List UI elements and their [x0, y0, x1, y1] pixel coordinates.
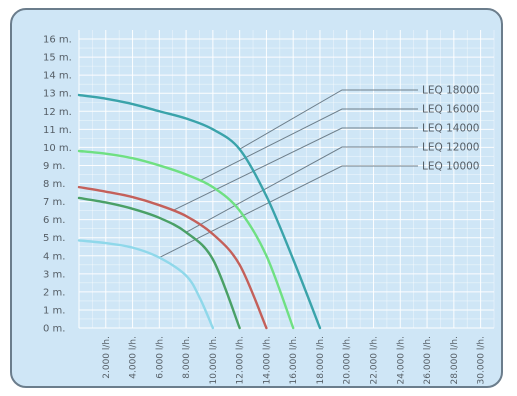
- y-tick-label: 11 m.: [43, 125, 72, 136]
- y-tick-label: 15 m.: [43, 53, 72, 64]
- y-tick-label: 16 m.: [43, 35, 72, 46]
- x-tick-label: 10.000 l/h.: [209, 336, 219, 384]
- legend-leader-lines: [159, 89, 418, 259]
- grid: [78, 30, 495, 329]
- x-tick-label: 6.000 l/h.: [155, 336, 165, 379]
- legend: LEQ 18000 LEQ 16000 LEQ 14000 LEQ 12000 LEQ …: [422, 85, 480, 173]
- chart-frame: 0 m. 1 m. 2 m. 3 m. 4 m. 5 m. 6 m. 7 m. 8 m. 9 m.…: [10, 8, 503, 388]
- legend-leader-line: [185, 146, 418, 233]
- x-tick-label: 8.000 l/h.: [182, 336, 192, 379]
- x-tick-label: 20.000 l/h.: [343, 336, 353, 384]
- legend-leader-line: [239, 89, 418, 150]
- y-tick-label: 1 m.: [43, 305, 65, 316]
- legend-leader-line: [172, 127, 418, 212]
- x-axis-tick-labels: 2.000 l/h. 4.000 l/h. 6.000 l/h. 8.000 l/h.…: [102, 336, 487, 384]
- legend-label: LEQ 18000: [422, 85, 480, 97]
- y-tick-label: 12 m.: [43, 107, 72, 118]
- series-line-leq-18000: [77, 93, 322, 330]
- y-tick-label: 9 m.: [43, 161, 65, 172]
- y-tick-label: 2 m.: [43, 287, 65, 298]
- series-line-leq-16000: [77, 149, 295, 330]
- series-lines: [77, 93, 322, 330]
- series-line-leq-12000: [77, 196, 241, 330]
- x-tick-label: 26.000 l/h.: [423, 336, 433, 384]
- series-line-leq-10000: [77, 239, 215, 330]
- x-tick-label: 24.000 l/h.: [396, 336, 406, 384]
- legend-leader-line: [159, 165, 418, 259]
- legend-label: LEQ 12000: [422, 142, 480, 154]
- y-tick-label: 8 m.: [43, 179, 65, 190]
- x-tick-label: 12.000 l/h.: [236, 336, 246, 384]
- y-tick-label: 0 m.: [43, 324, 65, 335]
- y-tick-label: 14 m.: [43, 71, 72, 82]
- legend-label: LEQ 14000: [422, 123, 480, 135]
- y-tick-label: 10 m.: [43, 143, 72, 154]
- x-tick-label: 2.000 l/h.: [102, 336, 112, 379]
- y-tick-label: 3 m.: [43, 269, 65, 280]
- x-tick-label: 28.000 l/h.: [450, 336, 460, 384]
- y-tick-label: 13 m.: [43, 89, 72, 100]
- legend-label: LEQ 10000: [422, 161, 480, 173]
- legend-leader-line: [199, 108, 418, 182]
- y-tick-label: 6 m.: [43, 215, 65, 226]
- x-tick-label: 30.000 l/h.: [477, 336, 487, 384]
- legend-label: LEQ 16000: [422, 104, 480, 116]
- y-axis-tick-labels: 0 m. 1 m. 2 m. 3 m. 4 m. 5 m. 6 m. 7 m. 8 m. 9 m.…: [43, 35, 72, 335]
- series-line-leq-14000: [77, 185, 268, 330]
- x-tick-label: 22.000 l/h.: [370, 336, 380, 384]
- x-tick-label: 14.000 l/h.: [262, 336, 272, 384]
- pump-curve-chart: 0 m. 1 m. 2 m. 3 m. 4 m. 5 m. 6 m. 7 m. 8 m. 9 m.…: [43, 30, 495, 384]
- x-tick-label: 18.000 l/h.: [316, 336, 326, 384]
- x-tick-label: 4.000 l/h.: [129, 336, 139, 379]
- y-tick-label: 4 m.: [43, 251, 65, 262]
- y-tick-label: 7 m.: [43, 197, 65, 208]
- y-tick-label: 5 m.: [43, 233, 65, 244]
- x-tick-label: 16.000 l/h.: [289, 336, 299, 384]
